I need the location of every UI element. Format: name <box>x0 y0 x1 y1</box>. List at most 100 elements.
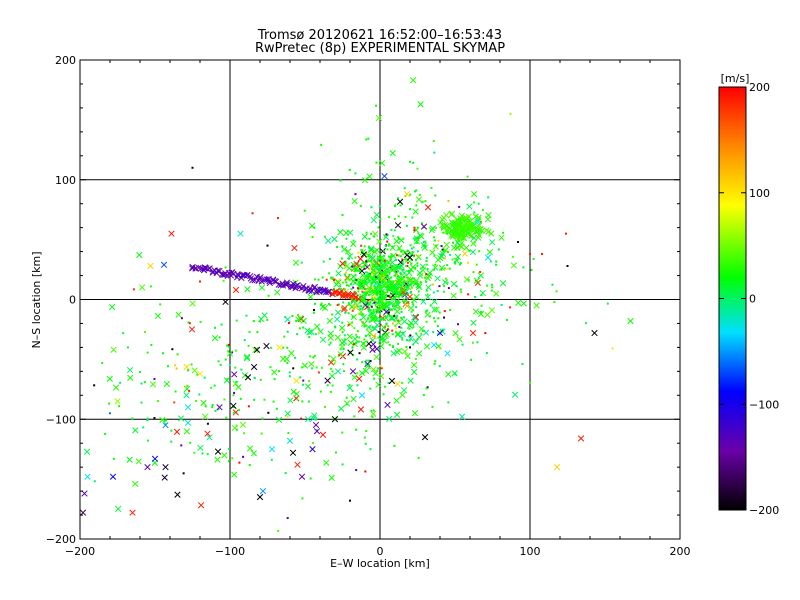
data-point-dot <box>331 313 334 316</box>
data-point-cross <box>339 260 346 267</box>
data-point-cross <box>290 388 297 395</box>
data-point-dot <box>295 319 298 322</box>
data-point-cross <box>448 227 455 235</box>
data-point-dot <box>391 333 394 336</box>
data-point-cross <box>258 284 266 291</box>
data-point-dot <box>286 415 289 418</box>
data-point-dot <box>373 269 376 272</box>
data-point-dot <box>431 405 434 408</box>
data-point-cross <box>396 291 403 298</box>
data-point-dot <box>270 458 273 461</box>
data-point-dot <box>456 258 459 261</box>
data-point-cross <box>409 77 417 84</box>
data-point-dot <box>410 262 413 265</box>
data-point-dot <box>112 457 115 460</box>
data-point-dot <box>396 270 399 273</box>
data-point-cross <box>204 430 211 437</box>
data-point-dot <box>367 303 370 306</box>
data-point-dot <box>292 367 295 370</box>
data-point-cross <box>216 404 223 411</box>
data-point-dot <box>263 398 266 401</box>
data-point-dot <box>385 288 388 291</box>
data-point-dot <box>452 241 455 244</box>
data-point-dot <box>426 267 429 270</box>
data-point-dot <box>336 245 339 248</box>
data-point-cross <box>232 409 239 416</box>
data-point-dot <box>371 326 374 329</box>
data-point-dot <box>470 358 473 361</box>
data-point-cross <box>388 300 395 307</box>
data-point-dot <box>345 281 348 284</box>
data-point-dot <box>346 403 349 406</box>
data-point-dot <box>314 333 317 336</box>
data-point-dot <box>286 362 289 365</box>
data-point-dot <box>421 222 424 225</box>
x-axis-label: E–W location [km] <box>330 557 430 570</box>
data-point-cross <box>438 252 445 260</box>
data-point-dot <box>366 273 369 276</box>
data-point-dot <box>326 384 329 387</box>
data-point-dot <box>140 401 143 404</box>
data-point-dot <box>489 260 492 263</box>
data-point-dot <box>378 319 381 322</box>
data-point-cross <box>449 222 457 229</box>
data-point-dot <box>227 345 230 348</box>
data-point-dot <box>370 305 373 308</box>
data-point-cross <box>321 304 329 312</box>
data-point-dot <box>379 218 382 221</box>
data-point-dot <box>377 226 380 229</box>
data-point-cross <box>464 218 471 225</box>
data-point-cross <box>452 330 459 337</box>
data-point-dot <box>210 386 213 389</box>
data-point-dot <box>371 415 374 418</box>
data-point-dot <box>351 346 354 349</box>
data-point-dot <box>363 324 366 327</box>
data-point-dot <box>347 257 350 260</box>
data-point-dot <box>444 277 447 280</box>
data-point-dot <box>468 249 471 252</box>
data-point-dot <box>565 232 567 235</box>
data-point-dot <box>446 281 449 284</box>
data-point-cross <box>159 416 166 424</box>
data-point-dot <box>328 355 331 358</box>
data-point-dot <box>354 299 357 302</box>
data-point-dot <box>260 432 263 435</box>
data-point-dot <box>93 384 96 387</box>
data-point-dot <box>446 267 449 270</box>
data-point-dot <box>391 245 394 248</box>
data-point-dot <box>159 303 162 306</box>
data-point-dot <box>585 322 588 325</box>
data-point-cross <box>328 359 335 366</box>
data-point-dot <box>467 293 470 296</box>
data-point-dot <box>433 239 436 242</box>
data-point-dot <box>418 193 421 196</box>
data-point-cross <box>357 406 365 413</box>
data-point-dot <box>411 308 414 311</box>
data-point-cross <box>477 310 485 318</box>
data-point-dot <box>433 236 436 239</box>
data-point-cross <box>417 272 424 279</box>
data-point-dot <box>363 282 366 285</box>
data-point-cross <box>81 490 88 497</box>
data-point-cross <box>360 314 367 321</box>
data-point-dot <box>371 297 374 300</box>
data-point-dot <box>407 292 410 295</box>
data-point-cross <box>399 330 407 338</box>
data-point-cross <box>313 428 321 435</box>
data-point-dot <box>446 232 449 235</box>
data-point-dot <box>372 264 375 267</box>
data-point-dot <box>391 322 394 325</box>
data-point-dot <box>606 302 609 305</box>
data-point-dot <box>406 261 409 264</box>
data-point-cross <box>350 313 357 321</box>
data-point-dot <box>338 354 341 357</box>
data-point-cross <box>232 286 240 294</box>
data-point-dot <box>329 304 332 307</box>
data-point-dot <box>399 278 402 281</box>
data-point-dot <box>342 301 345 304</box>
data-point-dot <box>354 292 357 295</box>
data-point-dot <box>343 334 346 337</box>
data-point-cross <box>358 369 366 377</box>
data-point-dot <box>447 199 450 202</box>
data-point-cross <box>221 452 228 459</box>
